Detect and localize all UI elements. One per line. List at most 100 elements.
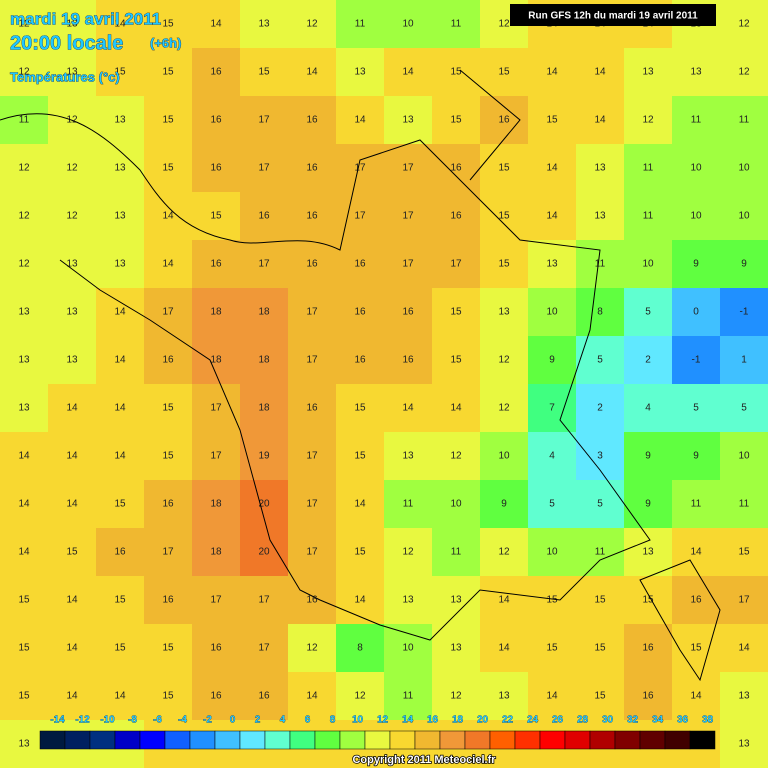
temp-value: 20 [258,547,270,558]
temp-cell [48,0,96,48]
temp-value: 12 [402,547,414,558]
temp-value: 17 [306,451,318,462]
temp-cell [480,624,528,672]
temp-cell [720,624,768,672]
scale-label: 2 [255,715,261,726]
temp-cell [0,48,48,96]
temp-cell [144,0,192,48]
temp-value: 12 [450,451,462,462]
temp-value: 15 [498,67,510,78]
temp-cell [720,432,768,480]
temp-cell [192,0,240,48]
temp-value: 15 [546,643,558,654]
temp-cell [624,432,672,480]
temp-cell [672,384,720,432]
temp-value: 15 [162,19,174,30]
temp-cell [384,288,432,336]
temp-cell [480,432,528,480]
temp-cell [48,672,96,720]
temp-cell [48,336,96,384]
temp-value: 16 [306,163,318,174]
temp-value: 13 [114,163,126,174]
temp-value: 13 [354,67,366,78]
temp-cell [576,288,624,336]
temp-cell [0,96,48,144]
temp-value: 17 [738,595,750,606]
temp-cell [624,192,672,240]
temp-cell [480,192,528,240]
temp-cell [144,288,192,336]
temp-value: 13 [258,19,270,30]
temp-cell [192,480,240,528]
temp-value: 14 [210,19,222,30]
temp-cell [0,288,48,336]
temp-cell [720,240,768,288]
temp-cell [480,240,528,288]
temp-cell [672,432,720,480]
run-box [510,4,716,26]
temp-cell [48,528,96,576]
temp-value: 15 [642,595,654,606]
temp-cell [240,48,288,96]
scale-label: -14 [50,715,65,726]
temp-value: 12 [66,163,78,174]
temp-value: 11 [739,499,750,510]
temp-value: 14 [66,691,78,702]
scale-box [89,730,116,750]
temp-cell [624,96,672,144]
temp-cell [528,480,576,528]
temp-cell [384,624,432,672]
scale-box [239,730,266,750]
temp-cell [48,144,96,192]
temp-cell [528,144,576,192]
temp-value: 16 [114,547,126,558]
temp-value: 14 [114,691,126,702]
temp-cell [288,480,336,528]
temp-value: -1 [692,355,701,366]
temp-cell [624,48,672,96]
temp-cell [96,384,144,432]
scale-box [289,730,316,750]
temp-cell [96,240,144,288]
temp-cell [240,336,288,384]
temp-value: 14 [690,691,702,702]
scale-label: 8 [330,715,336,726]
temp-cell [288,672,336,720]
temp-cell [720,720,768,768]
scale-label: -6 [153,715,162,726]
temp-value: 3 [597,451,603,462]
temp-cell [576,528,624,576]
scale-box [564,730,591,750]
temp-value: 15 [354,451,366,462]
temp-cell [432,336,480,384]
temp-value: 15 [114,595,126,606]
temp-value: 0 [693,307,699,318]
temp-value: 10 [642,259,654,270]
temp-value: 17 [306,355,318,366]
temp-value: 13 [498,691,510,702]
temp-cell [720,480,768,528]
time: 20:00 locale [10,32,123,54]
temp-value: 16 [258,691,270,702]
temp-cell [48,480,96,528]
temp-cell [624,528,672,576]
temp-value: 13 [402,595,414,606]
temp-cell [672,144,720,192]
temp-value: 14 [498,643,510,654]
temp-cell [480,672,528,720]
temp-value: 15 [162,403,174,414]
temp-value: 11 [451,547,462,558]
temp-cell [720,288,768,336]
temp-value: 11 [595,547,606,558]
temp-cell [288,624,336,672]
scale-box [689,730,716,750]
temp-value: 15 [162,115,174,126]
temp-value: 17 [306,307,318,318]
temp-cell [192,192,240,240]
temp-cell [528,192,576,240]
temp-cell [96,0,144,48]
temp-value: 13 [18,355,30,366]
temp-value: 16 [306,595,318,606]
temp-value: 15 [162,643,174,654]
temp-cell [528,288,576,336]
